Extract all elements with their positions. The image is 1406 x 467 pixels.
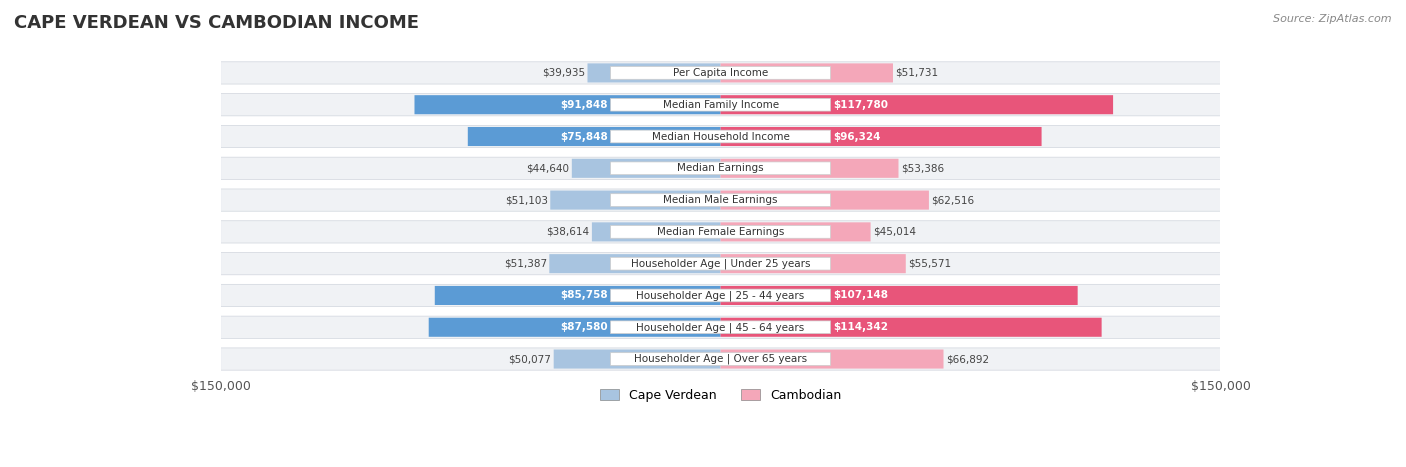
FancyBboxPatch shape xyxy=(221,221,1220,243)
FancyBboxPatch shape xyxy=(610,353,831,365)
FancyBboxPatch shape xyxy=(610,226,831,238)
FancyBboxPatch shape xyxy=(429,318,720,337)
FancyBboxPatch shape xyxy=(468,127,720,146)
FancyBboxPatch shape xyxy=(572,159,720,178)
FancyBboxPatch shape xyxy=(610,162,831,175)
Text: $51,103: $51,103 xyxy=(505,195,548,205)
Text: Householder Age | Over 65 years: Householder Age | Over 65 years xyxy=(634,354,807,364)
Text: $50,077: $50,077 xyxy=(509,354,551,364)
Text: $53,386: $53,386 xyxy=(901,163,943,173)
Text: Householder Age | 45 - 64 years: Householder Age | 45 - 64 years xyxy=(637,322,804,333)
FancyBboxPatch shape xyxy=(720,318,1102,337)
FancyBboxPatch shape xyxy=(221,93,1220,116)
Text: Per Capita Income: Per Capita Income xyxy=(673,68,768,78)
FancyBboxPatch shape xyxy=(550,254,720,273)
FancyBboxPatch shape xyxy=(554,349,720,368)
Text: Householder Age | 25 - 44 years: Householder Age | 25 - 44 years xyxy=(637,290,804,301)
Text: Householder Age | Under 25 years: Householder Age | Under 25 years xyxy=(631,258,810,269)
FancyBboxPatch shape xyxy=(434,286,720,305)
FancyBboxPatch shape xyxy=(588,64,720,83)
FancyBboxPatch shape xyxy=(550,191,720,210)
FancyBboxPatch shape xyxy=(610,194,831,206)
Text: Median Household Income: Median Household Income xyxy=(651,132,790,142)
FancyBboxPatch shape xyxy=(221,125,1220,148)
Text: $38,614: $38,614 xyxy=(547,227,589,237)
Text: $91,848: $91,848 xyxy=(561,100,609,110)
FancyBboxPatch shape xyxy=(720,95,1114,114)
FancyBboxPatch shape xyxy=(610,289,831,302)
Legend: Cape Verdean, Cambodian: Cape Verdean, Cambodian xyxy=(595,384,846,407)
Text: $117,780: $117,780 xyxy=(832,100,889,110)
Text: $85,758: $85,758 xyxy=(561,290,609,300)
FancyBboxPatch shape xyxy=(720,64,893,83)
FancyBboxPatch shape xyxy=(720,349,943,368)
FancyBboxPatch shape xyxy=(610,67,831,79)
FancyBboxPatch shape xyxy=(221,157,1220,179)
Text: $45,014: $45,014 xyxy=(873,227,917,237)
FancyBboxPatch shape xyxy=(221,348,1220,370)
Text: $66,892: $66,892 xyxy=(946,354,990,364)
FancyBboxPatch shape xyxy=(720,127,1042,146)
Text: $114,342: $114,342 xyxy=(832,322,889,332)
Text: Median Female Earnings: Median Female Earnings xyxy=(657,227,785,237)
FancyBboxPatch shape xyxy=(592,222,720,241)
FancyBboxPatch shape xyxy=(221,253,1220,275)
Text: $62,516: $62,516 xyxy=(931,195,974,205)
Text: $44,640: $44,640 xyxy=(526,163,569,173)
FancyBboxPatch shape xyxy=(720,254,905,273)
FancyBboxPatch shape xyxy=(720,286,1077,305)
FancyBboxPatch shape xyxy=(720,159,898,178)
Text: $75,848: $75,848 xyxy=(561,132,609,142)
Text: $55,571: $55,571 xyxy=(908,259,952,269)
Text: $51,731: $51,731 xyxy=(896,68,939,78)
Text: Source: ZipAtlas.com: Source: ZipAtlas.com xyxy=(1274,14,1392,24)
FancyBboxPatch shape xyxy=(221,316,1220,339)
FancyBboxPatch shape xyxy=(610,99,831,111)
Text: $51,387: $51,387 xyxy=(503,259,547,269)
Text: CAPE VERDEAN VS CAMBODIAN INCOME: CAPE VERDEAN VS CAMBODIAN INCOME xyxy=(14,14,419,32)
Text: $39,935: $39,935 xyxy=(541,68,585,78)
FancyBboxPatch shape xyxy=(610,130,831,143)
Text: Median Family Income: Median Family Income xyxy=(662,100,779,110)
Text: $87,580: $87,580 xyxy=(561,322,609,332)
FancyBboxPatch shape xyxy=(221,62,1220,84)
FancyBboxPatch shape xyxy=(415,95,720,114)
FancyBboxPatch shape xyxy=(720,191,929,210)
Text: $96,324: $96,324 xyxy=(832,132,880,142)
FancyBboxPatch shape xyxy=(610,257,831,270)
Text: $107,148: $107,148 xyxy=(832,290,889,300)
FancyBboxPatch shape xyxy=(610,321,831,333)
Text: Median Earnings: Median Earnings xyxy=(678,163,763,173)
FancyBboxPatch shape xyxy=(221,189,1220,211)
FancyBboxPatch shape xyxy=(221,284,1220,307)
Text: Median Male Earnings: Median Male Earnings xyxy=(664,195,778,205)
FancyBboxPatch shape xyxy=(720,222,870,241)
